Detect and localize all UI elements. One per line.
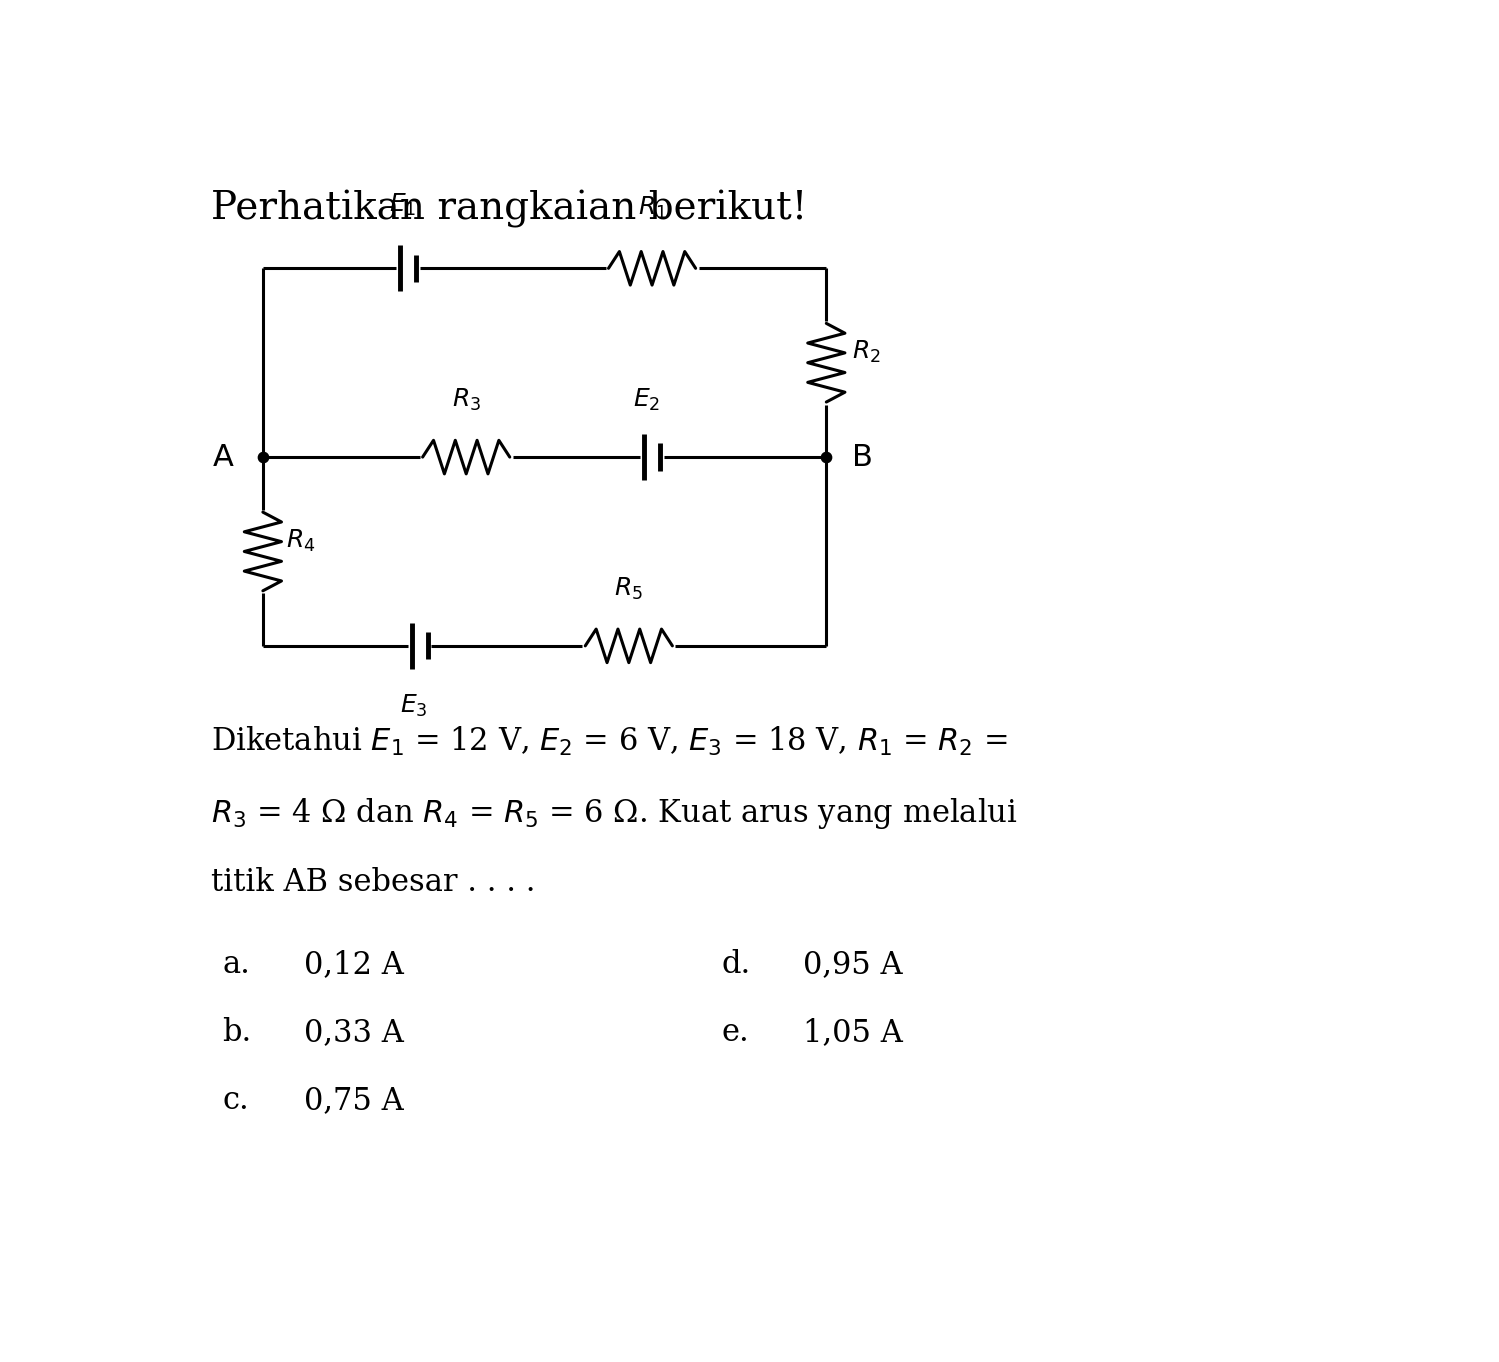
Text: d.: d. (723, 949, 751, 979)
Text: c.: c. (222, 1086, 249, 1117)
Text: Perhatikan rangkaian berikut!: Perhatikan rangkaian berikut! (210, 189, 806, 227)
Text: 0,12 A: 0,12 A (303, 949, 403, 979)
Text: $R_4$: $R_4$ (286, 528, 316, 554)
Text: b.: b. (222, 1017, 252, 1049)
Point (250, 447, 274, 469)
Text: $R_3$ = 4 Ω dan $R_4$ = $R_5$ = 6 Ω. Kuat arus yang melalui: $R_3$ = 4 Ω dan $R_4$ = $R_5$ = 6 Ω. Kua… (210, 795, 1018, 831)
Text: e.: e. (723, 1017, 750, 1049)
Text: 0,33 A: 0,33 A (303, 1017, 403, 1049)
Text: 1,05 A: 1,05 A (803, 1017, 902, 1049)
Text: $E_3$: $E_3$ (400, 693, 427, 719)
Point (814, 447, 838, 469)
Text: $R_2$: $R_2$ (851, 339, 880, 365)
Text: 0,95 A: 0,95 A (803, 949, 902, 979)
Text: $R_1$: $R_1$ (637, 195, 667, 221)
Text: $E_2$: $E_2$ (633, 387, 660, 413)
Text: $E_1$: $E_1$ (388, 192, 415, 218)
Text: 0,75 A: 0,75 A (303, 1086, 403, 1117)
Text: a.: a. (222, 949, 250, 979)
Text: B: B (851, 443, 872, 471)
Text: Diketahui $E_1$ = 12 V, $E_2$ = 6 V, $E_3$ = 18 V, $R_1$ = $R_2$ =: Diketahui $E_1$ = 12 V, $E_2$ = 6 V, $E_… (210, 725, 1007, 757)
Text: A: A (213, 443, 234, 471)
Text: titik AB sebesar . . . .: titik AB sebesar . . . . (210, 868, 535, 898)
Text: $R_3$: $R_3$ (451, 387, 481, 413)
Text: $R_5$: $R_5$ (615, 576, 643, 602)
